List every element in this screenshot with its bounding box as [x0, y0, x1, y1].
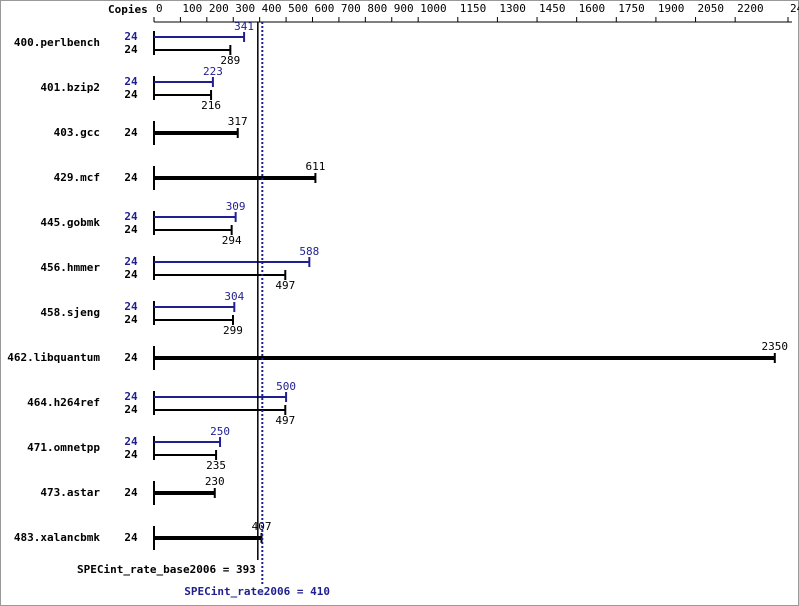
- x-tick-label: 1750: [618, 2, 645, 15]
- value-label: 304: [224, 290, 244, 303]
- copies-label: 24: [124, 75, 138, 88]
- benchmark-label: 429.mcf: [54, 171, 100, 184]
- value-label: 500: [276, 380, 296, 393]
- copies-label: 24: [124, 126, 138, 139]
- value-label: 317: [228, 115, 248, 128]
- x-tick-label: 300: [235, 2, 255, 15]
- copies-label: 24: [124, 351, 138, 364]
- benchmark-label: 458.sjeng: [40, 306, 100, 319]
- benchmark-label: 473.astar: [40, 486, 100, 499]
- copies-label: 24: [124, 255, 138, 268]
- benchmark-label: 403.gcc: [54, 126, 100, 139]
- x-tick-label: 1600: [579, 2, 606, 15]
- reference-label: SPECint_rate_base2006 = 393: [77, 563, 256, 576]
- copies-label: 24: [124, 486, 138, 499]
- x-tick-label: 700: [341, 2, 361, 15]
- value-label: 216: [201, 99, 221, 112]
- x-tick-label: 1150: [460, 2, 487, 15]
- value-label: 294: [222, 234, 242, 247]
- copies-label: 24: [124, 390, 138, 403]
- value-label: 299: [223, 324, 243, 337]
- benchmark-label: 464.h264ref: [27, 396, 100, 409]
- value-label: 235: [206, 459, 226, 472]
- copies-label: 24: [124, 43, 138, 56]
- value-label: 2350: [762, 340, 789, 353]
- copies-label: 24: [124, 30, 138, 43]
- value-label: 497: [275, 414, 295, 427]
- copies-label: 24: [124, 531, 138, 544]
- x-tick-label: 1450: [539, 2, 566, 15]
- copies-header: Copies: [108, 3, 148, 16]
- value-label: 611: [305, 160, 325, 173]
- x-tick-label: 1300: [499, 2, 525, 15]
- copies-label: 24: [124, 448, 138, 461]
- benchmark-label: 471.omnetpp: [27, 441, 100, 454]
- copies-label: 24: [124, 88, 138, 101]
- x-tick-label: 600: [315, 2, 335, 15]
- copies-label: 24: [124, 210, 138, 223]
- value-label: 341: [234, 20, 254, 33]
- x-tick-label: 900: [394, 2, 414, 15]
- copies-label: 24: [124, 435, 138, 448]
- x-tick-label: 800: [367, 2, 387, 15]
- benchmark-label: 483.xalancbmk: [14, 531, 100, 544]
- copies-label: 24: [124, 223, 138, 236]
- value-label: 289: [220, 54, 240, 67]
- benchmark-label: 401.bzip2: [40, 81, 100, 94]
- copies-label: 24: [124, 268, 138, 281]
- x-tick-label: 1900: [658, 2, 685, 15]
- copies-label: 24: [124, 171, 138, 184]
- value-label: 588: [299, 245, 319, 258]
- x-tick-label: 1000: [420, 2, 447, 15]
- benchmark-label: 400.perlbench: [14, 36, 100, 49]
- copies-label: 24: [124, 300, 138, 313]
- x-tick-label: 200: [209, 2, 229, 15]
- x-tick-label: 2200: [737, 2, 764, 15]
- benchmark-label: 456.hmmer: [40, 261, 100, 274]
- reference-label: SPECint_rate2006 = 410: [184, 585, 330, 598]
- x-tick-label: 400: [262, 2, 282, 15]
- value-label: 497: [275, 279, 295, 292]
- x-tick-label: 0: [156, 2, 163, 15]
- value-label: 223: [203, 65, 223, 78]
- x-tick-label: 2050: [698, 2, 725, 15]
- copies-label: 24: [124, 313, 138, 326]
- value-label: 250: [210, 425, 230, 438]
- x-tick-label: 500: [288, 2, 308, 15]
- value-label: 230: [205, 475, 225, 488]
- value-label: 309: [226, 200, 246, 213]
- benchmark-label: 445.gobmk: [40, 216, 100, 229]
- x-tick-label: 100: [182, 2, 202, 15]
- copies-label: 24: [124, 403, 138, 416]
- benchmark-label: 462.libquantum: [7, 351, 100, 364]
